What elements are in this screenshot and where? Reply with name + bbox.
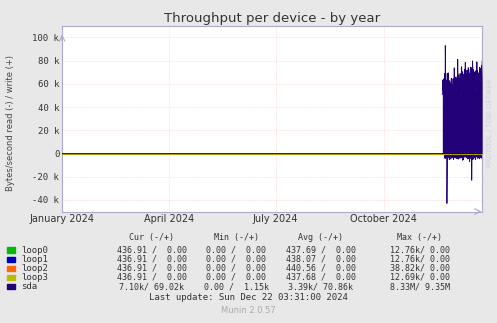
Title: Throughput per device - by year: Throughput per device - by year bbox=[164, 12, 380, 25]
Text: loop2: loop2 bbox=[21, 264, 48, 273]
Text: 0.00 /  0.00: 0.00 / 0.00 bbox=[206, 273, 266, 282]
Text: Min (-/+): Min (-/+) bbox=[214, 233, 258, 242]
Text: 12.69k/ 0.00: 12.69k/ 0.00 bbox=[390, 273, 450, 282]
Text: 8.33M/ 9.35M: 8.33M/ 9.35M bbox=[390, 282, 450, 291]
Text: Max (-/+): Max (-/+) bbox=[398, 233, 442, 242]
Text: 437.68 /  0.00: 437.68 / 0.00 bbox=[286, 273, 355, 282]
Text: loop3: loop3 bbox=[21, 273, 48, 282]
Text: 0.00 /  1.15k: 0.00 / 1.15k bbox=[204, 282, 268, 291]
Text: 436.91 /  0.00: 436.91 / 0.00 bbox=[117, 255, 186, 264]
Text: sda: sda bbox=[21, 282, 37, 291]
Text: 437.69 /  0.00: 437.69 / 0.00 bbox=[286, 245, 355, 255]
Text: Last update: Sun Dec 22 03:31:00 2024: Last update: Sun Dec 22 03:31:00 2024 bbox=[149, 293, 348, 302]
Text: Bytes/second read (-) / write (+): Bytes/second read (-) / write (+) bbox=[6, 55, 15, 191]
Text: loop1: loop1 bbox=[21, 255, 48, 264]
Text: Cur (-/+): Cur (-/+) bbox=[129, 233, 174, 242]
Text: 0.00 /  0.00: 0.00 / 0.00 bbox=[206, 245, 266, 255]
Text: RRDTOOL / TOBI OETIKER: RRDTOOL / TOBI OETIKER bbox=[487, 78, 493, 167]
Text: 436.91 /  0.00: 436.91 / 0.00 bbox=[117, 264, 186, 273]
Text: 436.91 /  0.00: 436.91 / 0.00 bbox=[117, 273, 186, 282]
Text: 12.76k/ 0.00: 12.76k/ 0.00 bbox=[390, 255, 450, 264]
Text: 12.76k/ 0.00: 12.76k/ 0.00 bbox=[390, 245, 450, 255]
Text: 3.39k/ 70.86k: 3.39k/ 70.86k bbox=[288, 282, 353, 291]
Text: Avg (-/+): Avg (-/+) bbox=[298, 233, 343, 242]
Text: 7.10k/ 69.02k: 7.10k/ 69.02k bbox=[119, 282, 184, 291]
Text: 0.00 /  0.00: 0.00 / 0.00 bbox=[206, 255, 266, 264]
Text: Munin 2.0.57: Munin 2.0.57 bbox=[221, 306, 276, 315]
Text: 436.91 /  0.00: 436.91 / 0.00 bbox=[117, 245, 186, 255]
Text: 0.00 /  0.00: 0.00 / 0.00 bbox=[206, 264, 266, 273]
Text: 38.82k/ 0.00: 38.82k/ 0.00 bbox=[390, 264, 450, 273]
Text: loop0: loop0 bbox=[21, 245, 48, 255]
Text: 438.07 /  0.00: 438.07 / 0.00 bbox=[286, 255, 355, 264]
Text: 440.56 /  0.00: 440.56 / 0.00 bbox=[286, 264, 355, 273]
